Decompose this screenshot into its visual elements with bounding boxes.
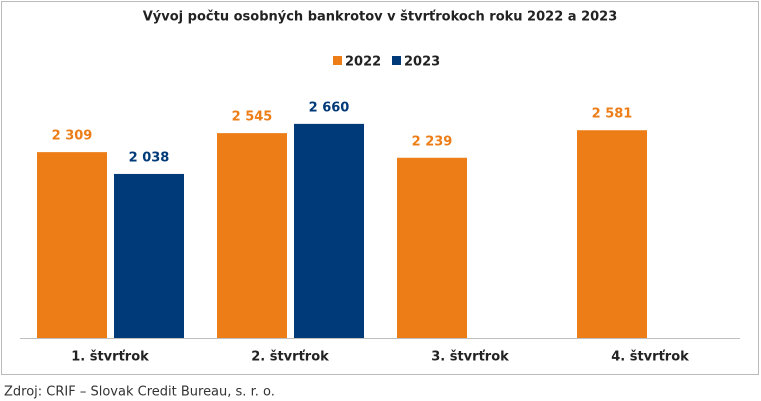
value-label: 2 545 — [232, 110, 273, 125]
legend-swatch — [392, 56, 401, 65]
bar — [114, 173, 184, 338]
value-label: 2 239 — [412, 134, 453, 149]
bar — [37, 152, 107, 338]
bar — [294, 123, 364, 339]
chart-title: Vývoj počtu osobných bankrotov v štvrťro… — [143, 10, 618, 25]
bar — [217, 133, 287, 338]
legend-label: 2022 — [345, 55, 381, 70]
bar — [397, 157, 467, 338]
legend-swatch — [333, 56, 342, 65]
value-label: 2 309 — [52, 129, 93, 144]
value-label: 2 581 — [592, 107, 633, 122]
x-tick-label: 3. štvrťrok — [431, 350, 509, 365]
x-tick-label: 1. štvrťrok — [71, 350, 149, 365]
legend-label: 2023 — [404, 55, 440, 70]
value-label: 2 660 — [309, 100, 350, 115]
x-tick-label: 2. štvrťrok — [251, 350, 329, 365]
value-label: 2 038 — [129, 150, 170, 165]
bar — [577, 130, 647, 338]
x-tick-label: 4. štvrťrok — [611, 350, 689, 365]
source-note: Zdroj: CRIF – Slovak Credit Bureau, s. r… — [4, 385, 275, 400]
